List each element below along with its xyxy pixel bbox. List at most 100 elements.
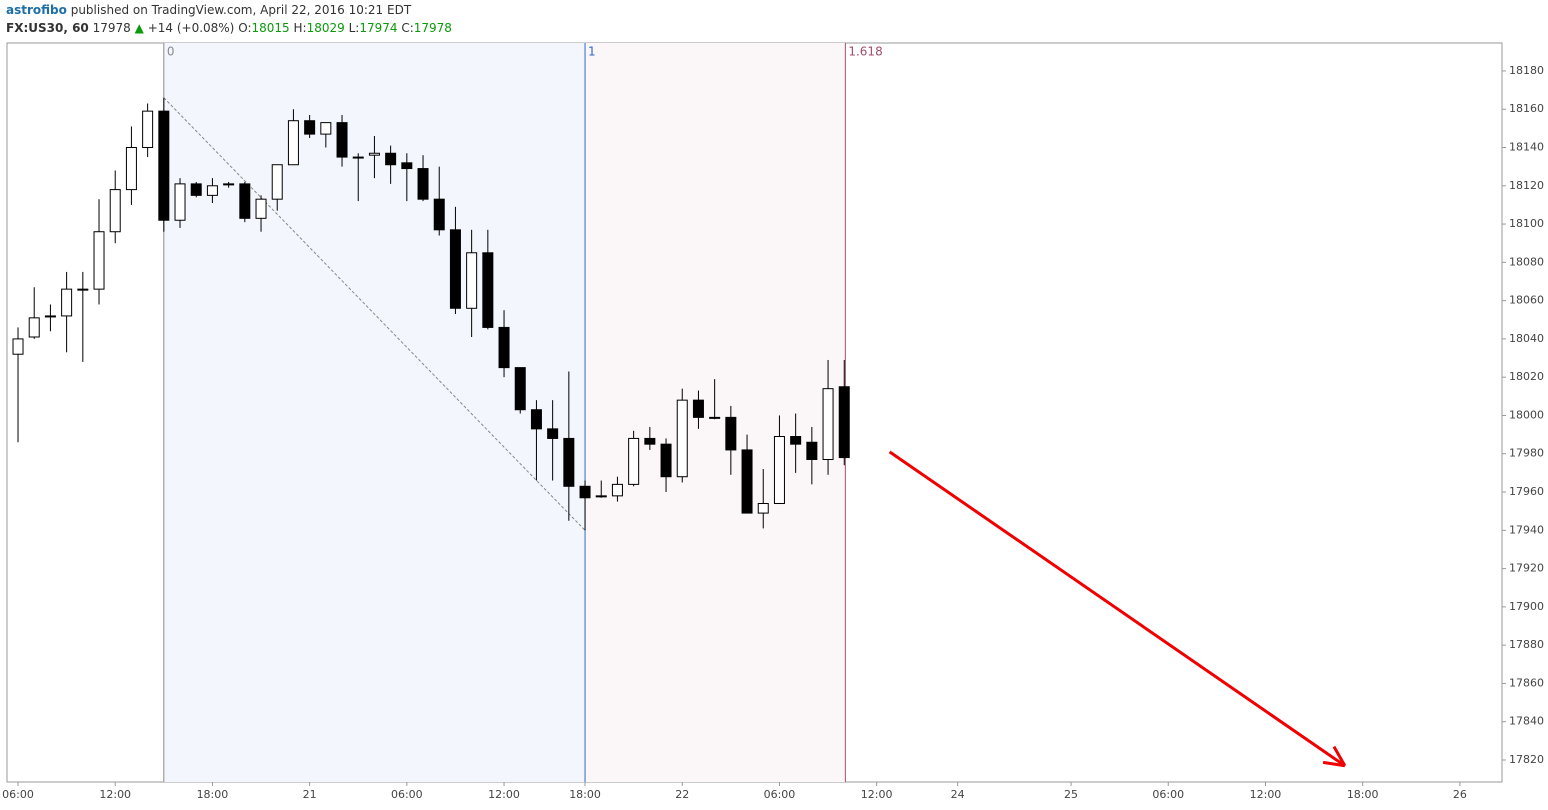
candle-body — [579, 485, 591, 499]
candle-body — [595, 495, 607, 498]
candle-body — [725, 416, 737, 451]
candle-body — [498, 326, 510, 369]
y-tick-label: 18000 — [1509, 408, 1544, 421]
arrow-head — [1332, 745, 1347, 767]
candle-body — [174, 183, 186, 221]
candle-body — [482, 252, 494, 328]
candle-body — [109, 189, 121, 233]
candle-body — [838, 386, 850, 459]
candle-body — [336, 122, 348, 158]
x-tick-label: 12:00 — [99, 788, 131, 801]
candle-body — [77, 288, 89, 291]
y-tick-label: 18180 — [1509, 64, 1544, 77]
y-tick-label: 18060 — [1509, 294, 1544, 307]
candle-body — [125, 147, 137, 191]
candle-body — [547, 428, 559, 439]
candle-body — [271, 164, 283, 200]
y-tick-label: 18040 — [1509, 332, 1544, 345]
candle-body — [320, 122, 332, 135]
arrow-head — [1322, 760, 1346, 768]
x-tick-label: 22 — [675, 788, 689, 801]
candle-body — [93, 231, 105, 290]
fib-label: 1.618 — [848, 45, 882, 59]
candle-body — [660, 443, 672, 478]
y-tick-label: 17980 — [1509, 447, 1544, 460]
x-tick-label: 06:00 — [764, 788, 796, 801]
ohlc-label: L: — [348, 21, 360, 35]
candle-body — [223, 183, 235, 186]
x-tick-label: 18:00 — [197, 788, 229, 801]
candle-body — [12, 338, 24, 355]
candle-body — [158, 110, 170, 221]
arrow-line — [888, 450, 1346, 767]
candle-body — [61, 288, 73, 317]
candle-body — [368, 152, 380, 156]
candle-body — [644, 437, 656, 445]
last-price: 17978 — [92, 21, 131, 35]
ohlc-value: 17978 — [413, 21, 452, 35]
published: published on TradingView.com, April 22, … — [70, 3, 412, 17]
x-tick-label: 26 — [1453, 788, 1467, 801]
candle-body — [304, 120, 316, 135]
candle-body — [255, 198, 267, 219]
y-tick-label: 18080 — [1509, 255, 1544, 268]
x-tick-label: 18:00 — [569, 788, 601, 801]
candle-body — [773, 436, 785, 505]
y-tick-label: 17900 — [1509, 600, 1544, 613]
x-tick-label: 06:00 — [2, 788, 34, 801]
x-tick-label: 12:00 — [861, 788, 893, 801]
candle-body — [190, 183, 202, 196]
candle-body — [806, 441, 818, 460]
candle-body — [692, 399, 704, 418]
candle-body — [709, 416, 721, 419]
candle-body — [239, 183, 251, 219]
up-icon: ▲ — [134, 21, 144, 35]
candle-body — [628, 437, 640, 485]
x-tick-label: 12:00 — [1250, 788, 1282, 801]
ohlc-label: O: — [238, 21, 252, 35]
y-tick-label: 17880 — [1509, 638, 1544, 651]
y-tick-label: 18140 — [1509, 141, 1544, 154]
candle-body — [530, 409, 542, 430]
ohlc-label: H: — [293, 21, 307, 35]
y-tick-label: 17920 — [1509, 562, 1544, 575]
fib-label: 1 — [588, 45, 596, 59]
header-line: astrofibo published on TradingView.com, … — [6, 3, 411, 17]
y-tick-label: 17960 — [1509, 485, 1544, 498]
candle-body — [44, 315, 56, 318]
x-tick-label: 21 — [303, 788, 317, 801]
candle-body — [757, 503, 769, 514]
candle-body — [790, 436, 802, 445]
y-tick-label: 18120 — [1509, 179, 1544, 192]
candle-body — [417, 168, 429, 200]
ohlc-label: C: — [401, 21, 414, 35]
trend-line — [163, 97, 586, 531]
ohlc-value: 18029 — [306, 21, 345, 35]
x-tick-label: 24 — [951, 788, 965, 801]
candle-body — [822, 388, 834, 460]
candle-body — [287, 120, 299, 166]
change: +14 (+0.08%) — [147, 21, 235, 35]
candle-body — [352, 156, 364, 159]
y-tick-label: 17940 — [1509, 523, 1544, 536]
author[interactable]: astrofibo — [6, 3, 67, 17]
candle-body — [401, 162, 413, 170]
candle-body — [611, 483, 623, 497]
candle-body — [466, 252, 478, 309]
ohlc-value: 18015 — [251, 21, 290, 35]
y-tick-label: 17840 — [1509, 715, 1544, 728]
y-tick-label: 18160 — [1509, 102, 1544, 115]
candle-body — [385, 152, 397, 166]
candle-body — [563, 437, 575, 487]
ohlc-value: 17974 — [359, 21, 398, 35]
symbol: FX:US30, 60 — [6, 21, 89, 35]
fib-label: 0 — [167, 45, 175, 59]
candle-body — [449, 229, 461, 309]
fib-zone-fill — [585, 43, 846, 782]
x-tick-label: 18:00 — [1347, 788, 1379, 801]
x-tick-label: 25 — [1064, 788, 1078, 801]
y-tick-label: 17860 — [1509, 676, 1544, 689]
candle-body — [142, 110, 154, 149]
